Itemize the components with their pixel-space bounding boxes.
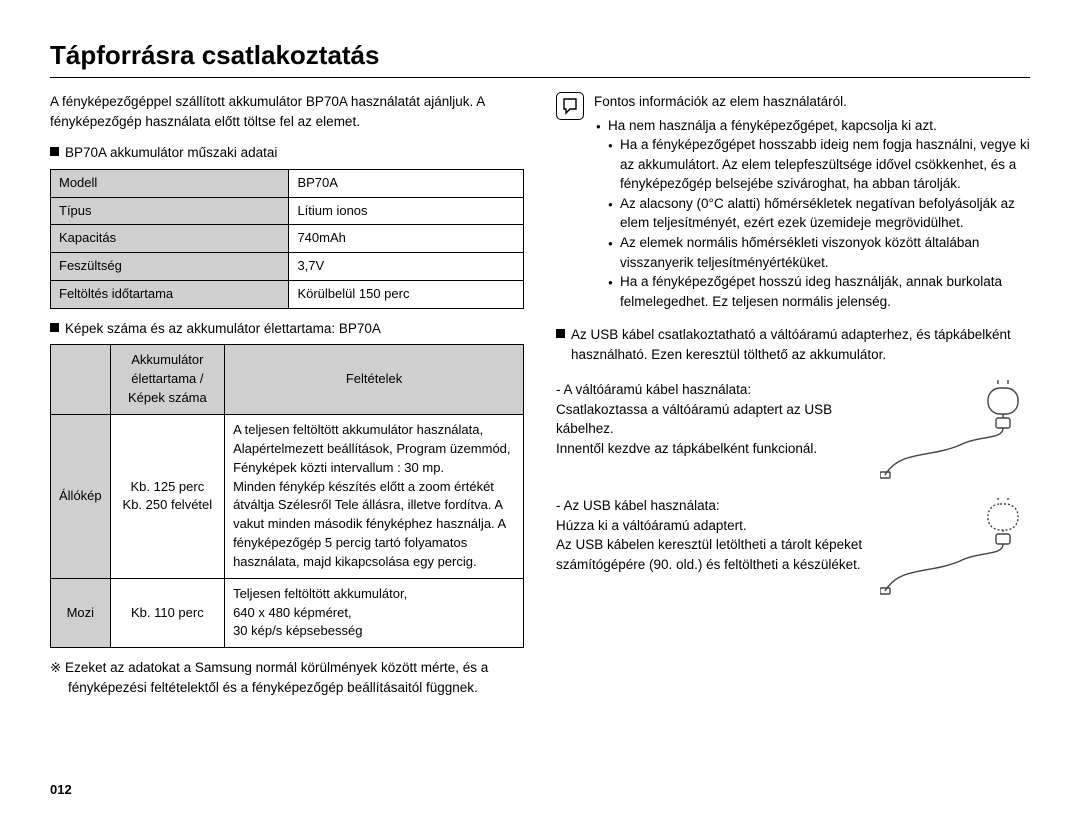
spec-value: 3,7V — [289, 253, 524, 281]
table-header-row: Akkumulátor élettartama / Képek száma Fe… — [51, 345, 524, 415]
spec-label: Feltöltés időtartama — [51, 281, 289, 309]
left-column: A fényképezőgéppel szállított akkumuláto… — [50, 92, 524, 697]
right-column: Fontos információk az elem használatáról… — [556, 92, 1030, 697]
spec-label: Kapacitás — [51, 225, 289, 253]
info-list: Fontos információk az elem használatáról… — [594, 92, 1030, 311]
table-row: ModellBP70A — [51, 169, 524, 197]
info-bullet-text: Ha nem használja a fényképezőgépet, kapc… — [608, 118, 937, 133]
col-header: Akkumulátor élettartama / Képek száma — [110, 345, 224, 415]
spec-table: ModellBP70A TípusLítium ionos Kapacitás7… — [50, 169, 524, 309]
usb-heading: Az USB kábel csatlakoztatható a váltóára… — [556, 325, 1030, 364]
square-bullet-icon — [50, 147, 59, 156]
spec-heading: BP70A akkumulátor műszaki adatai — [50, 143, 524, 163]
page-number: 012 — [50, 782, 72, 797]
info-sub-bullet: Ha a fényképezőgépet hosszabb ideig nem … — [608, 135, 1030, 194]
usb-text: - A váltóáramú kábel használata: Csatlak… — [556, 380, 866, 458]
title-rule — [50, 77, 1030, 78]
table-row: Feltöltés időtartamaKörülbelül 150 perc — [51, 281, 524, 309]
spec-heading-text: BP70A akkumulátor műszaki adatai — [65, 143, 277, 163]
row-mode: Állókép — [51, 415, 111, 579]
square-bullet-icon — [556, 329, 565, 338]
note-icon — [556, 92, 584, 120]
life-table: Akkumulátor élettartama / Képek száma Fe… — [50, 344, 524, 648]
info-sub-bullet: Az alacsony (0°C alatti) hőmérsékletek n… — [608, 194, 1030, 233]
page-title: Tápforrásra csatlakoztatás — [50, 40, 1030, 71]
row-cond: Teljesen feltöltött akkumulátor, 640 x 4… — [225, 578, 524, 648]
usb-row: - Az USB kábel használata: Húzza ki a vá… — [556, 496, 1030, 596]
table-row: Feszültség3,7V — [51, 253, 524, 281]
usb-cable-illustration — [880, 496, 1030, 596]
ac-cable-illustration — [880, 380, 1030, 480]
row-stat: Kb. 125 perc Kb. 250 felvétel — [110, 415, 224, 579]
spec-label: Modell — [51, 169, 289, 197]
row-mode: Mozi — [51, 578, 111, 648]
usb-text: - Az USB kábel használata: Húzza ki a vá… — [556, 496, 866, 574]
square-bullet-icon — [50, 323, 59, 332]
two-column-layout: A fényképezőgéppel szállított akkumuláto… — [50, 92, 1030, 697]
usb-heading-text: Az USB kábel csatlakoztatható a váltóára… — [571, 325, 1030, 364]
table-row: Állókép Kb. 125 perc Kb. 250 felvétel A … — [51, 415, 524, 579]
spec-label: Feszültség — [51, 253, 289, 281]
table-row: Kapacitás740mAh — [51, 225, 524, 253]
usb-row: - A váltóáramú kábel használata: Csatlak… — [556, 380, 1030, 480]
info-sub-bullet: Ha a fényképezőgépet hosszú ideg használ… — [608, 272, 1030, 311]
usb-section: - A váltóáramú kábel használata: Csatlak… — [556, 380, 1030, 596]
spec-value: BP70A — [289, 169, 524, 197]
row-cond: A teljesen feltöltött akkumulátor haszná… — [225, 415, 524, 579]
empty-header — [51, 345, 111, 415]
info-sub-bullet: Az elemek normális hőmérsékleti viszonyo… — [608, 233, 1030, 272]
info-box: Fontos információk az elem használatáról… — [556, 92, 1030, 311]
spec-value: Körülbelül 150 perc — [289, 281, 524, 309]
spec-value: 740mAh — [289, 225, 524, 253]
table-row: TípusLítium ionos — [51, 197, 524, 225]
info-bullet: Ha nem használja a fényképezőgépet, kapc… — [594, 116, 1030, 312]
spec-label: Típus — [51, 197, 289, 225]
life-heading-text: Képek száma és az akkumulátor élettartam… — [65, 319, 381, 339]
info-title: Fontos információk az elem használatáról… — [594, 92, 1030, 112]
row-stat: Kb. 110 perc — [110, 578, 224, 648]
table-row: Mozi Kb. 110 perc Teljesen feltöltött ak… — [51, 578, 524, 648]
col-header: Feltételek — [225, 345, 524, 415]
intro-text: A fényképezőgéppel szállított akkumuláto… — [50, 92, 524, 131]
life-heading: Képek száma és az akkumulátor élettartam… — [50, 319, 524, 339]
spec-value: Lítium ionos — [289, 197, 524, 225]
footnote: ※ Ezeket az adatokat a Samsung normál kö… — [50, 658, 524, 697]
info-sublist: Ha a fényképezőgépet hosszabb ideig nem … — [608, 135, 1030, 311]
